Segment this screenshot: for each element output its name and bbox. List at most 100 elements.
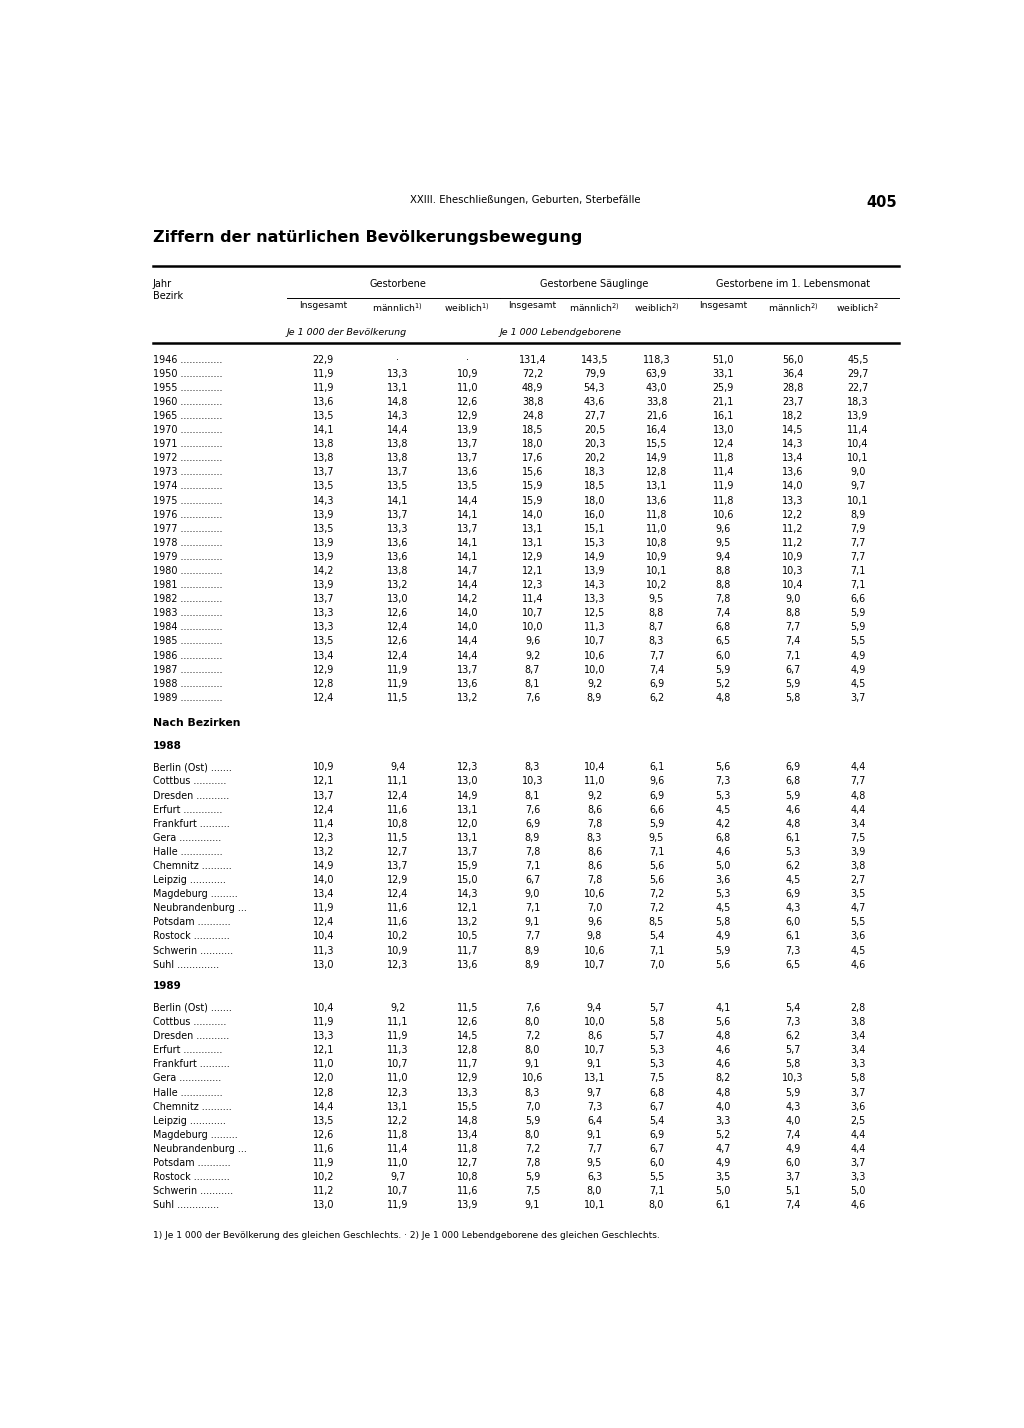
Text: 8,6: 8,6 [587,1031,602,1041]
Text: 13,9: 13,9 [312,510,334,520]
Text: 12,1: 12,1 [312,1045,334,1055]
Text: 12,6: 12,6 [312,1130,334,1140]
Text: 10,0: 10,0 [584,1017,605,1027]
Text: 9,1: 9,1 [525,1200,541,1211]
Text: 5,8: 5,8 [716,917,731,927]
Text: 5,1: 5,1 [785,1187,801,1197]
Text: 11,0: 11,0 [646,524,668,534]
Text: 5,6: 5,6 [649,861,665,871]
Text: 15,0: 15,0 [457,875,478,885]
Text: 4,4: 4,4 [850,1144,865,1154]
Text: 1982 ..............: 1982 .............. [153,594,222,604]
Text: XXIII. Eheschließungen, Geburten, Sterbefälle: XXIII. Eheschließungen, Geburten, Sterbe… [410,196,640,206]
Text: Suhl ..............: Suhl .............. [153,1200,219,1211]
Text: 14,5: 14,5 [782,426,804,436]
Text: Cottbus ...........: Cottbus ........... [153,1017,226,1027]
Text: 13,0: 13,0 [457,777,478,787]
Text: 6,0: 6,0 [649,1158,665,1168]
Text: 4,5: 4,5 [850,945,865,955]
Text: 14,0: 14,0 [312,875,334,885]
Text: 12,6: 12,6 [387,637,409,647]
Text: 12,4: 12,4 [312,693,334,703]
Text: 14,8: 14,8 [387,397,409,407]
Text: 6,8: 6,8 [649,1088,665,1098]
Text: 5,5: 5,5 [850,917,865,927]
Text: 6,0: 6,0 [716,651,731,661]
Text: 14,0: 14,0 [457,623,478,633]
Text: 11,3: 11,3 [312,945,334,955]
Text: 11,4: 11,4 [312,818,334,828]
Text: 15,9: 15,9 [522,481,544,491]
Text: 1974 ..............: 1974 .............. [153,481,222,491]
Text: 13,7: 13,7 [457,453,478,463]
Text: 13,9: 13,9 [847,411,868,421]
Text: 4,9: 4,9 [785,1144,801,1154]
Text: Leipzig ............: Leipzig ............ [153,1115,225,1125]
Text: 9,0: 9,0 [785,594,801,604]
Text: 4,6: 4,6 [716,847,731,857]
Text: 15,1: 15,1 [584,524,605,534]
Text: 5,6: 5,6 [649,875,665,885]
Text: 7,3: 7,3 [587,1101,602,1111]
Text: 13,5: 13,5 [457,481,478,491]
Text: 4,0: 4,0 [785,1115,801,1125]
Text: 12,4: 12,4 [387,623,409,633]
Text: 1985 ..............: 1985 .............. [153,637,222,647]
Text: 13,8: 13,8 [387,440,409,450]
Text: 5,9: 5,9 [525,1115,541,1125]
Text: 18,5: 18,5 [522,426,544,436]
Text: 10,4: 10,4 [782,580,804,590]
Text: Insgesamt: Insgesamt [299,301,347,310]
Text: 10,7: 10,7 [522,608,544,618]
Text: 11,9: 11,9 [713,481,734,491]
Text: 9,5: 9,5 [587,1158,602,1168]
Text: 13,1: 13,1 [387,383,409,393]
Text: ·: · [466,354,469,364]
Text: 8,8: 8,8 [716,565,731,575]
Text: 14,4: 14,4 [457,651,478,661]
Text: 10,2: 10,2 [646,580,668,590]
Text: 3,3: 3,3 [716,1115,731,1125]
Text: 22,9: 22,9 [312,354,334,364]
Text: 20,3: 20,3 [584,440,605,450]
Text: Chemnitz ..........: Chemnitz .......... [153,861,231,871]
Text: 8,9: 8,9 [587,693,602,703]
Text: 33,8: 33,8 [646,397,668,407]
Text: 3,8: 3,8 [850,1017,865,1027]
Text: 16,1: 16,1 [713,411,734,421]
Text: 4,8: 4,8 [716,1031,731,1041]
Text: 5,8: 5,8 [850,1074,865,1084]
Text: 3,4: 3,4 [850,1045,865,1055]
Text: Berlin (Ost) .......: Berlin (Ost) ....... [153,1002,231,1012]
Text: 4,6: 4,6 [716,1060,731,1070]
Text: 11,0: 11,0 [312,1060,334,1070]
Text: 14,0: 14,0 [522,510,544,520]
Text: 5,9: 5,9 [649,818,665,828]
Text: 3,7: 3,7 [850,1158,865,1168]
Text: 7,3: 7,3 [785,1017,801,1027]
Text: 7,7: 7,7 [649,651,665,661]
Text: weiblich$^{2}$: weiblich$^{2}$ [837,301,880,314]
Text: 11,4: 11,4 [387,1144,409,1154]
Text: 8,3: 8,3 [525,1088,541,1098]
Text: 12,2: 12,2 [387,1115,409,1125]
Text: 131,4: 131,4 [519,354,547,364]
Text: 14,2: 14,2 [312,565,334,575]
Text: Neubrandenburg ...: Neubrandenburg ... [153,1144,247,1154]
Text: 1965 ..............: 1965 .............. [153,411,222,421]
Text: Potsdam ...........: Potsdam ........... [153,917,230,927]
Text: 4,6: 4,6 [850,960,865,970]
Text: 11,9: 11,9 [387,664,409,674]
Text: Schwerin ...........: Schwerin ........... [153,945,232,955]
Text: 6,9: 6,9 [525,818,541,828]
Text: 4,6: 4,6 [716,1045,731,1055]
Text: 14,4: 14,4 [457,496,478,506]
Text: 5,3: 5,3 [716,791,731,801]
Text: 4,3: 4,3 [785,904,801,914]
Text: 14,0: 14,0 [782,481,804,491]
Text: 13,8: 13,8 [312,453,334,463]
Text: 15,9: 15,9 [522,496,544,506]
Text: Cottbus ...........: Cottbus ........... [153,777,226,787]
Text: 13,0: 13,0 [312,960,334,970]
Text: 11,9: 11,9 [312,904,334,914]
